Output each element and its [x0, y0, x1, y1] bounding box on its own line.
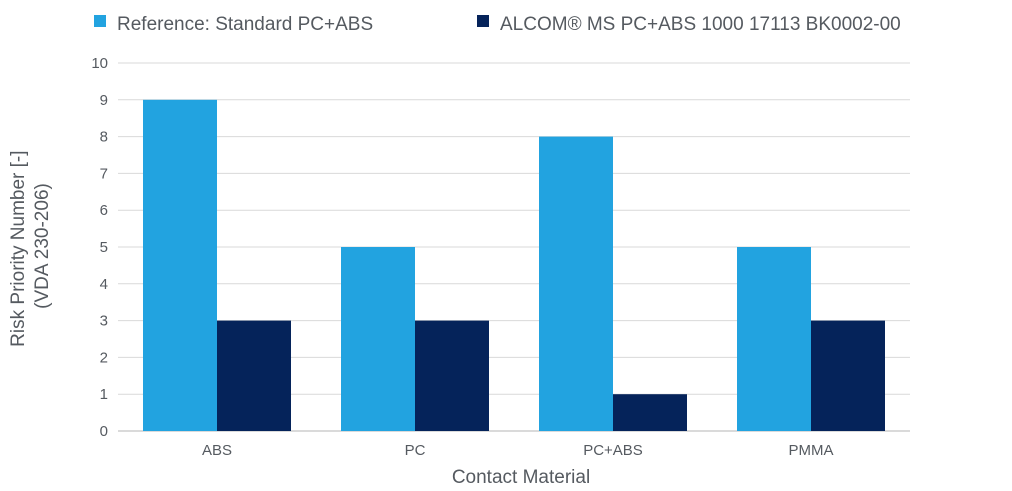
bar-alcom-pc	[415, 320, 489, 431]
bars	[143, 99, 885, 432]
bar-reference-pmma	[737, 247, 811, 431]
y-tick-label: 4	[100, 276, 108, 293]
legend-swatch-alcom	[477, 15, 489, 27]
bar-reference-pc	[341, 247, 415, 431]
x-tick-label: PC	[405, 442, 426, 459]
y-tick-label: 2	[100, 349, 108, 366]
x-tick-label: PC+ABS	[583, 442, 643, 459]
legend-label-reference: Reference: Standard PC+ABS	[117, 14, 373, 35]
legend-swatch-reference	[94, 15, 106, 27]
y-axis-title-line-1: Risk Priority Number [-]	[8, 150, 29, 346]
x-tick-label: PMMA	[789, 442, 834, 459]
y-tick-label: 8	[100, 129, 108, 146]
y-tick-label: 3	[100, 313, 108, 330]
y-tick-label: 7	[100, 165, 108, 182]
bar-reference-abs	[143, 99, 217, 432]
bar-reference-pc-abs	[539, 136, 613, 431]
bar-alcom-abs	[217, 320, 291, 431]
bar-alcom-pc-abs	[613, 394, 687, 431]
y-tick-label: 6	[100, 202, 108, 219]
bar-alcom-pmma	[811, 320, 885, 431]
y-tick-label: 9	[100, 92, 108, 109]
legend: Reference: Standard PC+ABS ALCOM® MS PC+…	[94, 14, 901, 35]
x-tick-label: ABS	[202, 442, 232, 459]
y-axis-ticks: 0 1 2 3 4 5 6 7 8 9 10	[91, 55, 108, 440]
y-axis-title-line-2: (VDA 230-206)	[32, 183, 53, 309]
y-axis-title: Risk Priority Number [-] (VDA 230-206)	[8, 145, 53, 347]
y-tick-label: 1	[100, 386, 108, 403]
y-tick-label: 5	[100, 239, 108, 256]
legend-label-alcom: ALCOM® MS PC+ABS 1000 17113 BK0002-00	[500, 14, 901, 35]
x-axis-ticks: ABS PC PC+ABS PMMA	[202, 442, 834, 459]
y-tick-label: 10	[91, 55, 108, 72]
x-axis-title: Contact Material	[452, 467, 590, 488]
y-tick-label: 0	[100, 423, 108, 440]
